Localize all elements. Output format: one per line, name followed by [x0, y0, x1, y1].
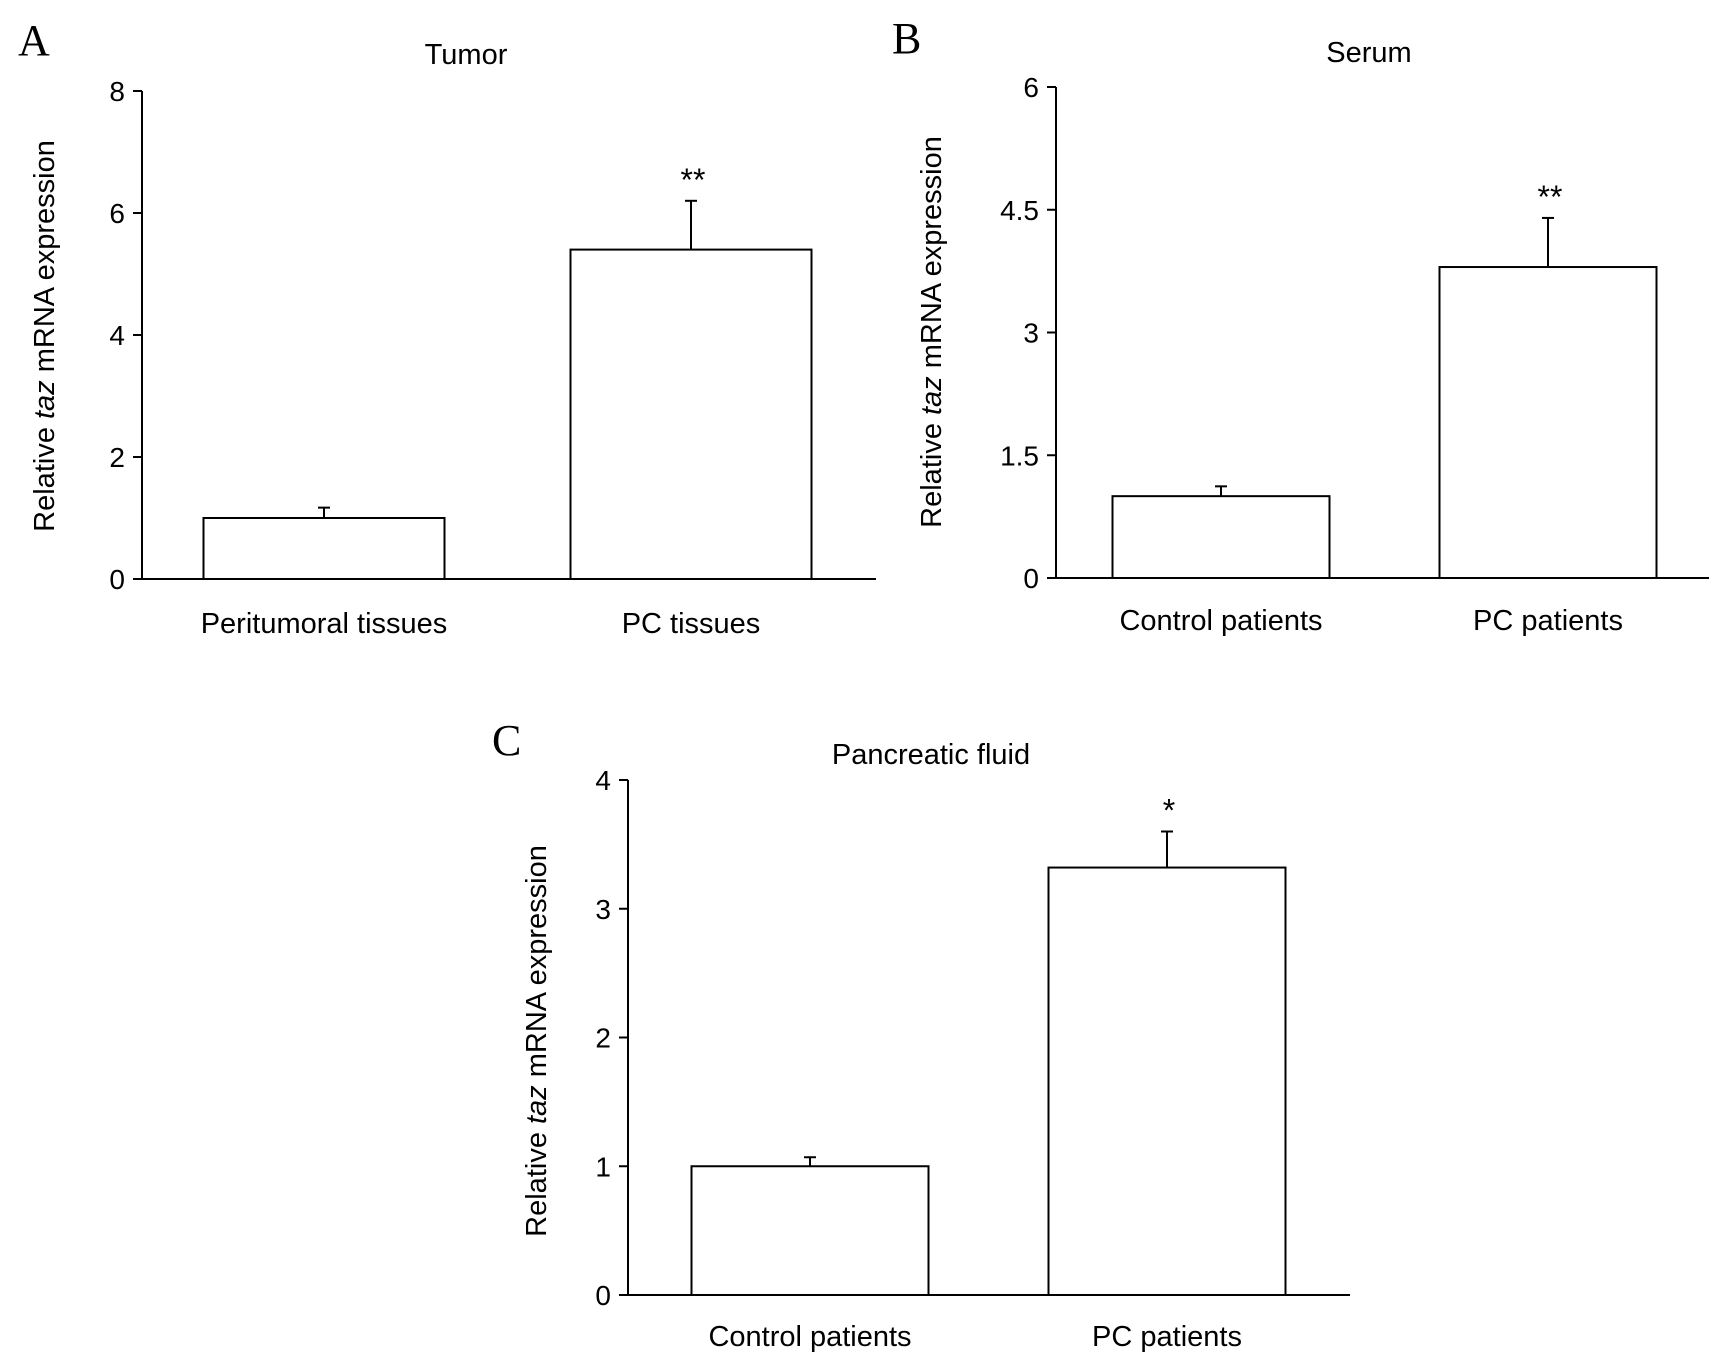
- x-tick-label-a-1: PC tissues: [622, 608, 761, 640]
- x-tick-label-c-1: PC patients: [1092, 1321, 1242, 1353]
- y-tick-label-b-4: 6: [1023, 72, 1039, 103]
- significance-mark-b-1: **: [1538, 179, 1563, 215]
- y-tick-label-a-0: 0: [109, 564, 125, 595]
- panel-label-c: C: [492, 716, 521, 765]
- y-axis-label-c: Relative taz mRNA expression: [521, 845, 553, 1237]
- y-tick-label-c-2: 2: [595, 1023, 611, 1054]
- y-tick-label-a-2: 4: [109, 320, 125, 351]
- y-ticks-b: 0 1.5 3 4.5 6: [1000, 72, 1056, 594]
- y-axis-label-a-part-2: mRNA expression: [29, 140, 61, 380]
- y-axis-label-b-part-1: Relative: [916, 415, 948, 528]
- bar-b-1: [1438, 266, 1658, 579]
- chart-title-pancreatic-fluid: Pancreatic fluid: [832, 739, 1030, 771]
- y-tick-label-a-4: 8: [109, 76, 125, 107]
- significance-mark-c-1: *: [1163, 793, 1175, 829]
- y-axis-label-b-part-2: mRNA expression: [916, 136, 948, 376]
- panel-c: C Pancreatic fluid Relative taz mRNA exp…: [492, 716, 1350, 1353]
- x-labels-b: Control patients PC patients: [1119, 605, 1623, 637]
- panel-a: A Tumor Relative taz mRNA expression 0 2 4…: [18, 16, 876, 640]
- y-ticks-c: 0 1 2 3 4: [595, 765, 628, 1311]
- y-tick-label-b-2: 3: [1023, 318, 1039, 349]
- x-tick-label-b-0: Control patients: [1119, 605, 1322, 637]
- y-axis-label-a-part-1: Relative: [29, 419, 61, 532]
- x-tick-label-a-0: Peritumoral tissues: [201, 608, 448, 640]
- y-tick-label-b-1: 1.5: [1000, 440, 1039, 471]
- bar-b-0: [1111, 495, 1331, 579]
- bar-c-1: [1047, 866, 1287, 1296]
- y-axis-label-c-part-2: mRNA expression: [521, 845, 553, 1085]
- y-tick-label-a-1: 2: [109, 442, 125, 473]
- panel-label-a: A: [18, 16, 50, 65]
- bar-a-0: [202, 517, 446, 580]
- x-labels-c: Control patients PC patients: [708, 1321, 1242, 1353]
- y-tick-label-b-0: 0: [1023, 563, 1039, 594]
- y-axis-label-a: Relative taz mRNA expression: [29, 140, 61, 532]
- y-axis-label-c-part-1: Relative: [521, 1124, 553, 1237]
- y-tick-label-c-3: 3: [595, 894, 611, 925]
- chart-title-serum: Serum: [1326, 37, 1411, 69]
- y-tick-label-a-3: 6: [109, 198, 125, 229]
- y-tick-label-c-0: 0: [595, 1280, 611, 1311]
- y-axis-label-a-gene: taz: [29, 380, 61, 419]
- bars-c: *: [690, 793, 1287, 1296]
- y-axis-label-b-gene: taz: [916, 376, 948, 415]
- chart-title-tumor: Tumor: [425, 39, 508, 71]
- y-tick-label-b-3: 4.5: [1000, 195, 1039, 226]
- y-axis-label-b: Relative taz mRNA expression: [916, 136, 948, 528]
- bars-b: **: [1111, 179, 1658, 579]
- x-tick-label-b-1: PC patients: [1473, 605, 1623, 637]
- panel-label-b: B: [892, 14, 921, 63]
- bars-a: **: [202, 162, 813, 580]
- significance-mark-a-1: **: [681, 162, 706, 198]
- y-tick-label-c-4: 4: [595, 765, 611, 796]
- bar-a-1: [569, 248, 813, 580]
- x-tick-label-c-0: Control patients: [708, 1321, 911, 1353]
- y-axis-label-c-gene: taz: [521, 1085, 553, 1124]
- y-ticks-a: 0 2 4 6 8: [109, 76, 142, 595]
- x-labels-a: Peritumoral tissues PC tissues: [201, 608, 761, 640]
- panel-b: B Serum Relative taz mRNA expression 0 1.…: [892, 14, 1709, 637]
- bar-c-0: [690, 1165, 930, 1296]
- y-tick-label-c-1: 1: [595, 1151, 611, 1182]
